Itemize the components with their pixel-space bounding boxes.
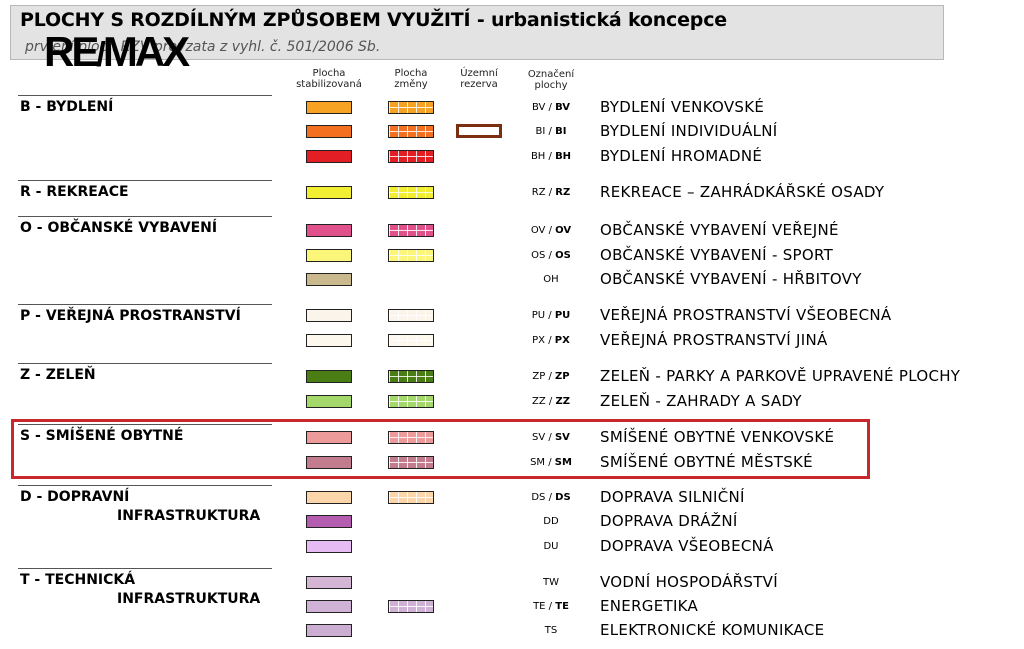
area-description: OBČANSKÉ VYBAVENÍ - SPORT <box>600 246 834 264</box>
change-swatch <box>388 186 434 199</box>
column-header-stabilized: Plocha stabilizovaná <box>296 68 362 90</box>
category-label: O - OBČANSKÉ VYBAVENÍ <box>20 220 218 236</box>
category-label: T - TECHNICKÁ <box>20 572 136 588</box>
stabilized-swatch <box>306 600 352 613</box>
area-code: PX / PX <box>532 335 570 346</box>
stabilized-swatch <box>306 186 352 199</box>
page-title: PLOCHY S ROZDÍLNÝM ZPŮSOBEM VYUŽITÍ - ur… <box>20 9 727 31</box>
area-description: ZELEŇ - PARKY A PARKOVĚ UPRAVENÉ PLOCHY <box>600 367 961 385</box>
change-swatch <box>388 395 434 408</box>
stabilized-swatch <box>306 456 352 469</box>
stabilized-swatch <box>306 125 352 138</box>
stabilized-swatch <box>306 395 352 408</box>
area-description: SMÍŠENÉ OBYTNÉ VENKOVSKÉ <box>600 428 835 446</box>
area-description: OBČANSKÉ VYBAVENÍ - HŘBITOVY <box>600 270 862 288</box>
area-description: DOPRAVA VŠEOBECNÁ <box>600 537 774 555</box>
area-code: DU <box>543 541 559 552</box>
area-code: TW <box>543 577 559 588</box>
category-label-line2: INFRASTRUKTURA <box>117 591 261 607</box>
stabilized-swatch <box>306 431 352 444</box>
area-description: ELEKTRONICKÉ KOMUNIKACE <box>600 621 825 639</box>
change-swatch <box>388 125 434 138</box>
stabilized-swatch <box>306 515 352 528</box>
area-description: REKREACE – ZAHRÁDKÁŘSKÉ OSADY <box>600 183 885 201</box>
area-description: DOPRAVA DRÁŽNÍ <box>600 512 738 530</box>
divider <box>18 95 272 96</box>
change-swatch <box>388 456 434 469</box>
area-code: BH / BH <box>530 151 572 162</box>
change-swatch <box>388 334 434 347</box>
column-header-change: Plocha změny <box>394 68 428 90</box>
area-code: TS <box>544 625 558 636</box>
area-code: OH <box>543 274 559 285</box>
area-code: PU / PU <box>531 310 571 321</box>
stabilized-swatch <box>306 491 352 504</box>
change-swatch <box>388 101 434 114</box>
area-description: VODNÍ HOSPODÁŘSTVÍ <box>600 573 778 591</box>
category-label: P - VEŘEJNÁ PROSTRANSTVÍ <box>20 308 241 324</box>
stabilized-swatch <box>306 249 352 262</box>
category-label: D - DOPRAVNÍ <box>20 489 130 505</box>
change-swatch <box>388 491 434 504</box>
stabilized-swatch <box>306 224 352 237</box>
area-code: ZP / ZP <box>532 371 570 382</box>
stabilized-swatch <box>306 576 352 589</box>
change-swatch <box>388 224 434 237</box>
divider <box>18 363 272 364</box>
area-code: DD <box>543 516 559 527</box>
area-description: BYDLENÍ VENKOVSKÉ <box>600 98 765 116</box>
divider <box>18 424 272 425</box>
area-description: BYDLENÍ INDIVIDUÁLNÍ <box>600 122 778 140</box>
header-box: PLOCHY S ROZDÍLNÝM ZPŮSOBEM VYUŽITÍ - ur… <box>10 5 944 60</box>
area-code: ZZ / ZZ <box>532 396 570 407</box>
area-description: DOPRAVA SILNIČNÍ <box>600 488 745 506</box>
area-description: ZELEŇ - ZAHRADY A SADY <box>600 392 802 410</box>
change-swatch <box>388 370 434 383</box>
category-label: S - SMÍŠENÉ OBYTNÉ <box>20 428 184 444</box>
change-swatch <box>388 600 434 613</box>
area-code: TE / TE <box>533 601 569 612</box>
area-description: VEŘEJNÁ PROSTRANSTVÍ VŠEOBECNÁ <box>600 306 892 324</box>
divider <box>18 568 272 569</box>
reserve-swatch-bi <box>456 124 502 138</box>
stabilized-swatch <box>306 273 352 286</box>
area-code: SV / SV <box>532 432 570 443</box>
area-code: BV / BV <box>531 102 571 113</box>
area-description: ENERGETIKA <box>600 597 699 615</box>
area-code: RZ / RZ <box>531 187 571 198</box>
change-swatch <box>388 431 434 444</box>
column-header-reserve: Územní rezerva <box>460 68 498 90</box>
area-description: SMÍŠENÉ OBYTNÉ MĚSTSKÉ <box>600 453 813 471</box>
area-code: OV / OV <box>530 225 572 236</box>
change-swatch <box>388 150 434 163</box>
category-label: B - BYDLENÍ <box>20 99 114 115</box>
page-subtitle: prv ení ploch RZV převzata z vyhl. č. 50… <box>25 39 381 55</box>
divider <box>18 216 272 217</box>
stabilized-swatch <box>306 101 352 114</box>
divider <box>18 180 272 181</box>
stabilized-swatch <box>306 150 352 163</box>
divider <box>18 304 272 305</box>
area-code: SM / SM <box>530 457 572 468</box>
area-description: VEŘEJNÁ PROSTRANSTVÍ JINÁ <box>600 331 828 349</box>
change-swatch <box>388 309 434 322</box>
stabilized-swatch <box>306 370 352 383</box>
area-description: OBČANSKÉ VYBAVENÍ VEŘEJNÉ <box>600 221 839 239</box>
change-swatch <box>388 249 434 262</box>
category-label: Z - ZELEŇ <box>20 367 96 383</box>
area-code: DS / DS <box>531 492 571 503</box>
stabilized-swatch <box>306 624 352 637</box>
area-description: BYDLENÍ HROMADNÉ <box>600 147 763 165</box>
area-code: OS / OS <box>531 250 571 261</box>
stabilized-swatch <box>306 309 352 322</box>
divider <box>18 485 272 486</box>
stabilized-swatch <box>306 540 352 553</box>
column-header-code: Označení plochy <box>527 69 575 91</box>
area-code: BI / BI <box>535 126 567 137</box>
category-label: R - REKREACE <box>20 184 129 200</box>
highlight-box <box>11 419 870 479</box>
category-label-line2: INFRASTRUKTURA <box>117 508 261 524</box>
stabilized-swatch <box>306 334 352 347</box>
remax-logo: RE/MAX <box>44 28 190 75</box>
